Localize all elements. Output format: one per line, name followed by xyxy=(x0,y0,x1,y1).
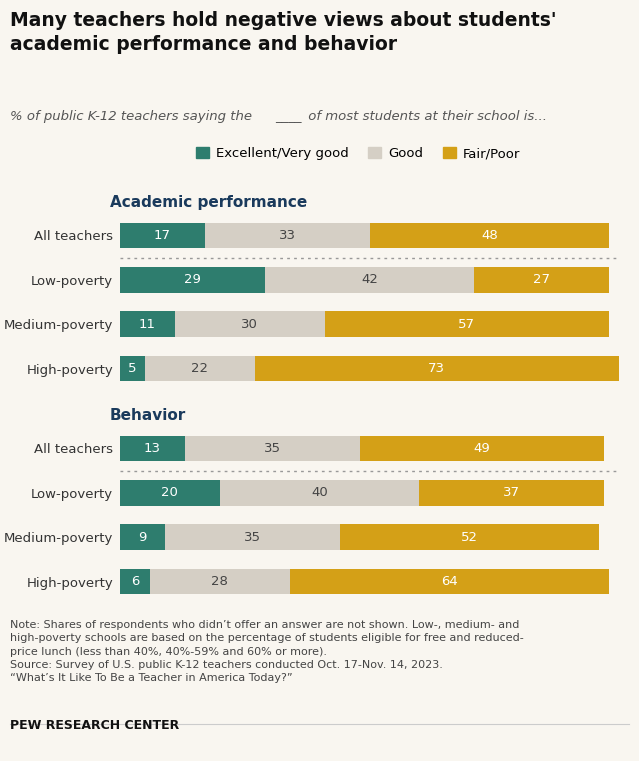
Bar xyxy=(150,568,289,594)
Text: Behavior: Behavior xyxy=(110,408,187,423)
Text: 9: 9 xyxy=(138,530,146,543)
Bar xyxy=(120,568,150,594)
Bar xyxy=(360,435,604,461)
Text: Note: Shares of respondents who didn’t offer an answer are not shown. Low-, medi: Note: Shares of respondents who didn’t o… xyxy=(10,620,523,683)
Text: 73: 73 xyxy=(428,362,445,375)
Text: 27: 27 xyxy=(533,273,550,286)
Bar xyxy=(220,480,419,506)
Bar xyxy=(175,311,325,337)
Text: 30: 30 xyxy=(242,318,258,331)
Text: PEW RESEARCH CENTER: PEW RESEARCH CENTER xyxy=(10,719,179,732)
Bar xyxy=(255,355,619,381)
Text: 22: 22 xyxy=(191,362,208,375)
Text: 20: 20 xyxy=(162,486,178,499)
Bar xyxy=(325,311,609,337)
Bar xyxy=(120,223,205,248)
Text: of most students at their school is...: of most students at their school is... xyxy=(304,110,546,123)
Bar xyxy=(419,480,604,506)
Text: 37: 37 xyxy=(504,486,520,499)
Bar xyxy=(120,524,165,550)
Bar xyxy=(120,480,220,506)
Text: 49: 49 xyxy=(473,442,490,455)
Text: 5: 5 xyxy=(128,362,137,375)
Text: ____: ____ xyxy=(275,110,301,123)
Text: 52: 52 xyxy=(461,530,478,543)
Text: % of public K-12 teachers saying the: % of public K-12 teachers saying the xyxy=(10,110,256,123)
Text: 40: 40 xyxy=(311,486,328,499)
Bar xyxy=(289,568,609,594)
Text: 17: 17 xyxy=(154,229,171,242)
Bar xyxy=(339,524,599,550)
Bar xyxy=(120,267,265,293)
Bar xyxy=(120,435,185,461)
Text: 11: 11 xyxy=(139,318,156,331)
Text: 13: 13 xyxy=(144,442,161,455)
Text: 57: 57 xyxy=(458,318,475,331)
Bar xyxy=(205,223,369,248)
Bar xyxy=(265,267,474,293)
Bar xyxy=(145,355,255,381)
Legend: Excellent/Very good, Good, Fair/Poor: Excellent/Very good, Good, Fair/Poor xyxy=(196,148,520,161)
Bar xyxy=(474,267,609,293)
Text: 64: 64 xyxy=(441,575,458,588)
Text: 6: 6 xyxy=(131,575,139,588)
Bar xyxy=(165,524,339,550)
Text: Academic performance: Academic performance xyxy=(110,196,307,210)
Text: 29: 29 xyxy=(184,273,201,286)
Text: 35: 35 xyxy=(243,530,261,543)
Text: Many teachers hold negative views about students'
academic performance and behav: Many teachers hold negative views about … xyxy=(10,11,556,54)
Text: 28: 28 xyxy=(212,575,228,588)
Bar xyxy=(120,355,145,381)
Text: 48: 48 xyxy=(481,229,498,242)
Text: 35: 35 xyxy=(264,442,281,455)
Text: 33: 33 xyxy=(279,229,296,242)
Bar xyxy=(369,223,609,248)
Bar xyxy=(120,311,175,337)
Text: 42: 42 xyxy=(361,273,378,286)
Bar xyxy=(185,435,360,461)
